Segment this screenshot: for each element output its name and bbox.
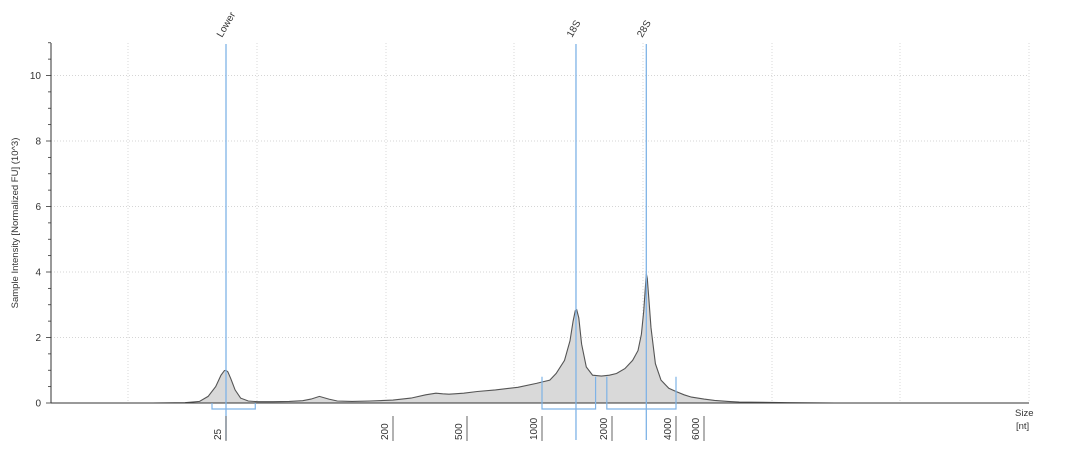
x-axis-label-line1: Size (1015, 408, 1033, 419)
x-tick-label: 200 (380, 423, 391, 440)
peak-label: 28S (635, 18, 654, 39)
axis-layer: 0 2 4 6 8 10 (30, 42, 1029, 410)
y-tick-label: 2 (35, 333, 41, 344)
y-axis-label: Sample Intensity [Normalized FU] (10^3) (10, 138, 21, 309)
area-layer (51, 273, 947, 404)
y-tick-label: 10 (30, 71, 42, 82)
integration-region (541, 376, 597, 410)
trace-line (51, 273, 947, 404)
y-tick-label: 0 (35, 399, 41, 410)
peak-label: 18S (565, 18, 584, 39)
region-layer (211, 376, 677, 410)
x-tick-label: 4000 (663, 417, 674, 440)
x-tick-label: 2000 (599, 417, 610, 440)
integration-region (606, 376, 677, 410)
x-tick-label: 25 (213, 428, 224, 440)
integration-region (211, 403, 256, 410)
x-tick-label: 1000 (529, 417, 540, 440)
y-tick-label: 4 (35, 268, 41, 279)
grid-layer (51, 43, 1030, 403)
tick-layer: 25 200 500 1000 2000 4000 6000 (213, 416, 705, 441)
x-tick-label: 6000 (691, 417, 702, 440)
y-tick-label: 8 (35, 137, 41, 148)
x-axis-label-line2: [nt] (1016, 421, 1029, 432)
y-tick-label: 6 (35, 202, 41, 213)
peak-label: Lower (215, 10, 238, 40)
x-tick-label: 500 (454, 423, 465, 440)
trace-area-fill (51, 273, 947, 403)
